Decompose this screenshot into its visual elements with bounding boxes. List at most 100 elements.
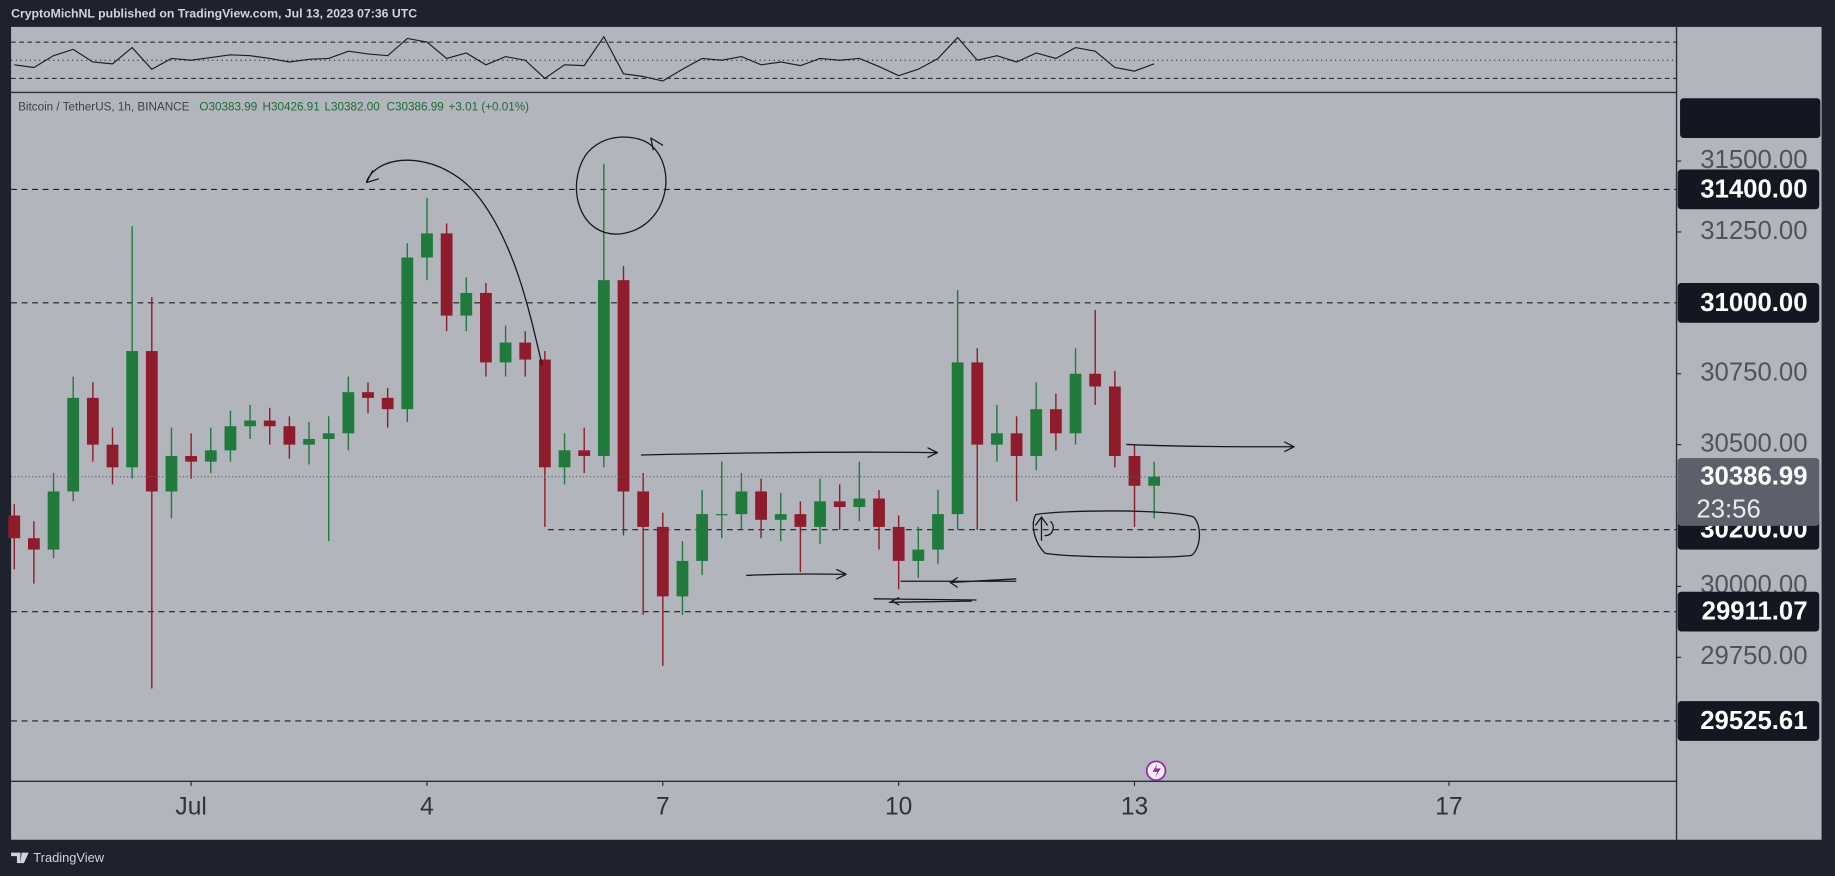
plot: Jul 4 7 10 13 17 31500.00 31250.00 30750.00 30500… — [8, 35, 1820, 821]
candle-body — [932, 514, 944, 550]
candle-body — [165, 455, 178, 492]
candle-body — [735, 491, 748, 515]
candle-body — [440, 233, 453, 316]
drawn-arrow — [746, 568, 847, 580]
candle-body — [362, 392, 374, 398]
candle-body — [421, 233, 433, 258]
candle-body — [381, 397, 394, 410]
candle-body — [1128, 455, 1141, 486]
y-tick-label: 31250.00 — [1700, 217, 1807, 245]
legend-close: C30386.99 — [387, 101, 444, 114]
candle-body — [283, 426, 296, 445]
candle-body — [676, 560, 689, 597]
drawn-arrow — [1034, 516, 1054, 541]
drawn-arrow — [1126, 441, 1295, 453]
candle-body — [86, 397, 99, 445]
brand-name: TradingView — [33, 850, 104, 865]
y-tick-label: 29750.00 — [1700, 642, 1807, 670]
candle-body — [912, 549, 925, 561]
candle-body — [8, 515, 21, 539]
candle-body — [126, 351, 139, 468]
annotations — [365, 136, 1295, 606]
level-label-box — [1677, 282, 1820, 323]
level-label-box — [1677, 591, 1820, 632]
chart-background — [11, 26, 1822, 840]
legend-change: +3.01 (+0.01%) — [449, 101, 530, 114]
candle-body — [755, 491, 767, 520]
candle-body — [1089, 373, 1102, 387]
candle-body — [401, 257, 414, 410]
candle-body — [106, 444, 119, 468]
candle-body — [27, 538, 40, 550]
drawn-arrowhead — [650, 137, 664, 151]
drawn-box — [1032, 510, 1201, 558]
candle-body — [303, 438, 315, 445]
candle-body — [833, 501, 846, 508]
ohlc-legend: O30383.99 H30426.91 L30382.00 C30386.99 … — [199, 101, 529, 114]
event-icon-bolt — [1152, 763, 1161, 778]
x-tick-label: 7 — [656, 794, 670, 821]
drawn-arrow — [873, 597, 977, 606]
drawn-arc — [365, 159, 543, 366]
candle-body — [263, 420, 276, 427]
drawn-arrow — [640, 447, 939, 458]
candle-body — [460, 292, 473, 316]
bar-countdown: 23:56 — [1696, 495, 1760, 523]
candle-body — [185, 455, 198, 462]
y-tick-label: 31500.00 — [1700, 146, 1807, 174]
level-label: 31400.00 — [1700, 175, 1807, 203]
candle-body — [794, 514, 807, 527]
candle-body — [892, 526, 905, 561]
level-label-box — [1677, 169, 1820, 210]
x-tick-label: 17 — [1435, 794, 1462, 821]
drawn-arrow — [900, 577, 1017, 588]
candle-body — [1069, 373, 1082, 434]
candle-body — [519, 342, 532, 360]
candle-body — [145, 351, 158, 492]
drawn-arrowhead — [365, 170, 379, 184]
legend-low: L30382.00 — [325, 101, 381, 114]
candle-body — [991, 433, 1003, 445]
candle-body — [873, 498, 885, 527]
candle-body — [244, 420, 256, 427]
candle-body — [1108, 386, 1121, 456]
candle-body — [1030, 409, 1043, 456]
candle-body — [578, 450, 591, 456]
candle-body — [47, 491, 60, 550]
x-tick-label: Jul — [175, 794, 206, 821]
candle-body — [637, 491, 650, 527]
candle-body — [224, 426, 237, 451]
candle-body — [67, 397, 80, 492]
candle-body — [538, 359, 551, 468]
candle-body — [656, 526, 669, 597]
candle-body — [322, 433, 335, 439]
candle-body — [204, 450, 217, 462]
legend-open: O30383.99 — [199, 101, 257, 114]
candle-body — [480, 292, 492, 363]
x-tick-label: 13 — [1121, 794, 1148, 821]
publisher-header: CryptoMichNL published on TradingView.co… — [11, 6, 417, 20]
level-label: 29525.61 — [1700, 707, 1807, 735]
candle-body — [499, 342, 512, 363]
y-tick-label: 30500.00 — [1700, 429, 1807, 457]
candle-body — [342, 392, 355, 434]
level-label: 29911.07 — [1702, 598, 1808, 626]
level-label-box — [1677, 701, 1820, 741]
candle-body — [1049, 409, 1062, 434]
candle-body — [971, 362, 984, 445]
axis-header-box — [1680, 98, 1821, 139]
candle-body — [1148, 476, 1161, 486]
candle-body — [696, 514, 709, 561]
candle-body — [715, 514, 728, 516]
last-price-box — [1677, 457, 1820, 526]
brand-logo — [11, 852, 29, 864]
candle-body — [558, 450, 571, 468]
x-tick-label: 4 — [420, 794, 434, 821]
indicator-line — [14, 35, 1155, 82]
candle-body — [814, 501, 826, 527]
y-tick-label: 30750.00 — [1700, 359, 1807, 387]
drawn-circle — [575, 136, 667, 235]
candle-body — [617, 280, 630, 492]
